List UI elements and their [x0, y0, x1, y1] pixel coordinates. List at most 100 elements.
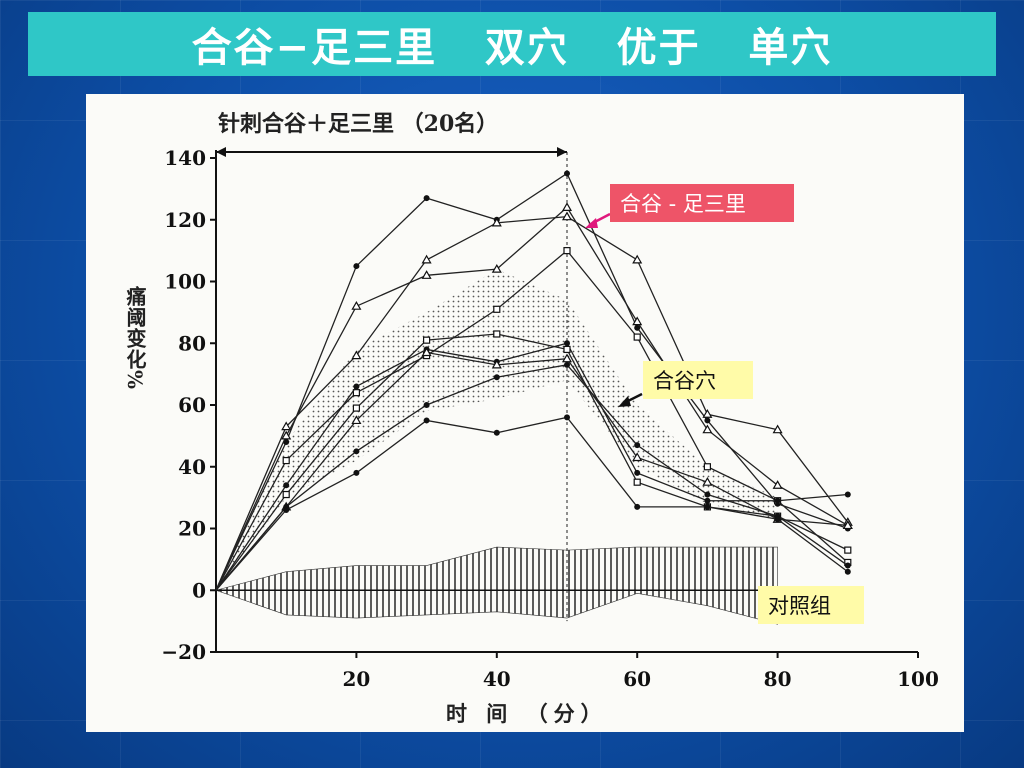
data-point [564, 170, 570, 177]
series-line [215, 172, 849, 591]
data-point [491, 263, 502, 273]
data-point [493, 429, 500, 436]
data-point [774, 516, 781, 523]
series-line [215, 364, 849, 591]
data-point [281, 421, 292, 431]
data-point [702, 409, 713, 418]
data-point [634, 503, 641, 510]
data-point [352, 404, 360, 412]
data-point [704, 491, 711, 498]
data-point [842, 520, 853, 530]
y-axis-label: 痛阈变化% [123, 286, 147, 391]
data-point [421, 270, 432, 279]
data-point [351, 300, 362, 310]
y-tick-label: 120 [164, 208, 206, 232]
data-point [561, 211, 573, 221]
series-line [215, 206, 849, 591]
data-point [772, 424, 783, 434]
data-point [281, 430, 292, 440]
data-point [282, 456, 290, 465]
data-point [282, 490, 290, 499]
y-tick-label: 140 [164, 146, 206, 170]
data-point [704, 503, 711, 510]
x-tick-label: 80 [764, 667, 792, 691]
data-point [423, 402, 430, 408]
data-point [423, 336, 431, 344]
data-point [283, 506, 290, 513]
series-line [215, 215, 849, 591]
data-point [564, 414, 570, 421]
data-point [844, 562, 851, 569]
data-point [351, 350, 362, 360]
y-tick-label: 60 [178, 393, 206, 417]
data-point [564, 361, 570, 368]
slide-title: 合谷−足三里 双穴 优于 单穴 [28, 12, 996, 76]
data-point [844, 546, 852, 554]
data-point [703, 463, 712, 471]
callout-hegu-zusanli-arrowhead [585, 218, 598, 228]
data-point [491, 217, 502, 227]
data-point [561, 202, 573, 211]
y-tick-label: 80 [178, 331, 206, 355]
data-point [772, 480, 783, 489]
callout-hegu: 合谷穴 [643, 361, 753, 399]
data-point [632, 254, 643, 264]
data-point [421, 254, 432, 264]
data-point [632, 316, 643, 326]
data-point [844, 491, 851, 498]
data-point [353, 448, 360, 455]
y-tick-label: 100 [164, 270, 206, 294]
data-point [493, 330, 501, 338]
data-point [353, 469, 360, 476]
data-point [353, 263, 360, 270]
series-line [215, 351, 848, 591]
data-point [283, 482, 290, 489]
stimulation-arrow-right [557, 147, 567, 157]
data-point [561, 353, 573, 363]
data-point [352, 389, 360, 397]
hegu-range-band [216, 269, 778, 591]
data-point [493, 374, 500, 381]
stimulation-arrow-left [216, 147, 226, 157]
data-point [634, 469, 641, 476]
x-tick-label: 40 [483, 667, 511, 691]
chart-panel: 140 120 100 80 60 40 20 0 −20 20 40 60 80 100 针刺合谷＋足三… [86, 94, 964, 732]
y-tick-label: 20 [178, 517, 206, 541]
data-point [704, 497, 711, 504]
y-tick-label: −20 [161, 640, 206, 664]
y-tick-label: 0 [192, 578, 206, 602]
data-point [563, 345, 571, 354]
data-point [704, 417, 711, 424]
control-band [214, 546, 778, 625]
series-line [215, 416, 849, 591]
data-point [493, 305, 501, 313]
data-point [633, 478, 641, 486]
series-line [215, 249, 849, 591]
data-point [844, 568, 851, 575]
chart-svg: 140 120 100 80 60 40 20 0 −20 20 40 60 80 100 [161, 146, 939, 691]
x-tick-label: 20 [342, 667, 370, 691]
data-point [702, 476, 713, 486]
data-point [564, 340, 570, 347]
data-point [774, 497, 781, 504]
series-line [215, 333, 849, 591]
callout-control: 对照组 [758, 586, 864, 624]
data-point [491, 359, 502, 369]
data-point [633, 333, 641, 341]
x-tick-label: 100 [897, 667, 939, 691]
x-axis-label: 时 间 （分） [446, 701, 608, 726]
callout-hegu-arrowhead [618, 396, 631, 407]
data-point [353, 383, 360, 390]
chart-title: 针刺合谷＋足三里 （20名） [218, 111, 499, 137]
data-point [423, 417, 430, 424]
data-point [632, 452, 643, 462]
data-point [421, 347, 432, 357]
data-point [351, 415, 362, 425]
data-point [634, 442, 641, 449]
data-point [423, 195, 430, 202]
data-point [702, 424, 713, 434]
x-tick-label: 60 [623, 667, 651, 691]
y-tick-label: 40 [178, 455, 206, 479]
data-point [634, 324, 641, 331]
callout-hegu-zusanli: 合谷 - 足三里 [610, 184, 794, 222]
